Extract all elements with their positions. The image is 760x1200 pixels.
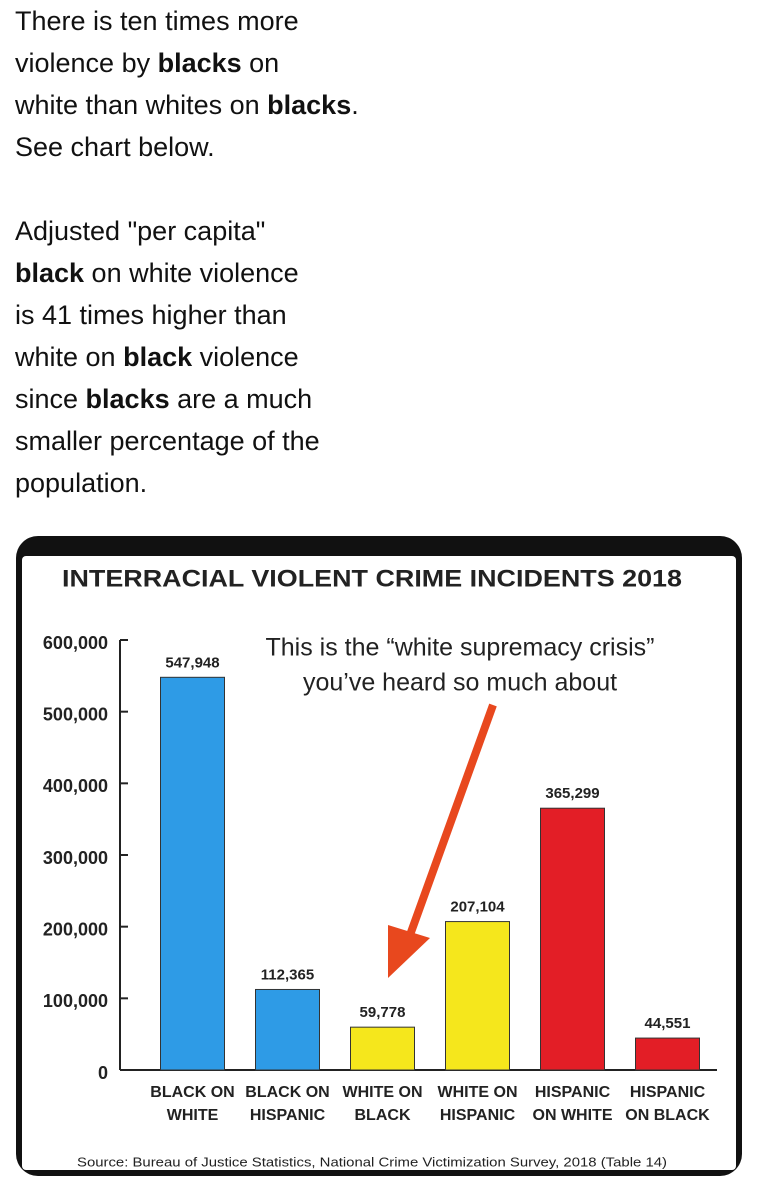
x-tick-label: WHITE bbox=[167, 1107, 219, 1124]
y-tick-label: 100,000 bbox=[43, 991, 108, 1011]
text: since bbox=[15, 384, 86, 414]
y-tick-label: 200,000 bbox=[43, 919, 108, 939]
annotation: This is the “white supremacy crisis” bbox=[266, 634, 655, 662]
bar bbox=[635, 1037, 700, 1071]
text: population. bbox=[15, 468, 148, 498]
value-label: 365,299 bbox=[545, 785, 599, 802]
text: violence by bbox=[15, 48, 158, 78]
bold-text: blacks bbox=[85, 384, 170, 414]
text-line: smaller percentage of the bbox=[15, 420, 359, 462]
bold-text: blacks bbox=[267, 90, 352, 120]
bold-text: black bbox=[15, 258, 85, 288]
bar bbox=[350, 1026, 415, 1071]
x-tick-label: HISPANIC bbox=[250, 1107, 326, 1124]
x-tick-label: ON BLACK bbox=[625, 1107, 710, 1124]
x-tick-label: BLACK ON bbox=[245, 1084, 329, 1101]
text-line: since blacks are a much bbox=[15, 378, 359, 420]
text: on white violence bbox=[84, 258, 299, 288]
text: is 41 times higher than bbox=[15, 300, 287, 330]
text: white than whites on bbox=[15, 90, 268, 120]
text: white on bbox=[15, 342, 124, 372]
bar bbox=[445, 921, 510, 1071]
x-tick-label: HISPANIC bbox=[630, 1084, 706, 1101]
bold-text: black bbox=[123, 342, 193, 372]
text-line: black on white violence bbox=[15, 252, 359, 294]
x-tick-label: BLACK bbox=[355, 1107, 411, 1124]
x-tick-label: WHITE ON bbox=[438, 1084, 518, 1101]
x-tick-label: HISPANIC bbox=[440, 1107, 516, 1124]
x-tick-label: BLACK ON bbox=[150, 1084, 234, 1101]
arrow bbox=[406, 703, 497, 937]
source: Source: Bureau of Justice Statistics, Na… bbox=[77, 1154, 667, 1169]
annotation: you’ve heard so much about bbox=[303, 669, 617, 697]
bold-text: blacks bbox=[157, 48, 242, 78]
value-label: 44,551 bbox=[645, 1015, 691, 1032]
value-label: 207,104 bbox=[450, 899, 505, 916]
x-tick-label: ON WHITE bbox=[533, 1107, 613, 1124]
post-text: There is ten times more violence by black… bbox=[15, 0, 359, 546]
chart-title: INTERRACIAL VIOLENT CRIME INCIDENTS 2018 bbox=[62, 565, 682, 592]
text: on bbox=[241, 48, 280, 78]
text-line: is 41 times higher than bbox=[15, 294, 359, 336]
text-line: violence by blacks on bbox=[15, 42, 359, 84]
text: smaller percentage of the bbox=[15, 426, 320, 456]
bar bbox=[255, 988, 320, 1071]
text-line: There is ten times more bbox=[15, 0, 359, 42]
text-line: population. bbox=[15, 462, 359, 504]
paragraph: Adjusted "per capita" black on white viol… bbox=[15, 210, 359, 504]
x-tick-label: WHITE ON bbox=[343, 1084, 423, 1101]
paragraph: There is ten times more violence by black… bbox=[15, 0, 359, 168]
text: There is ten times more bbox=[15, 6, 299, 36]
text: . bbox=[351, 90, 359, 120]
y-tick-label: 300,000 bbox=[43, 848, 108, 868]
text-line: white on black violence bbox=[15, 336, 359, 378]
text: are a much bbox=[169, 384, 313, 414]
y-tick-label: 0 bbox=[98, 1063, 108, 1083]
text-line: Adjusted "per capita" bbox=[15, 210, 359, 252]
y-tick-label: 600,000 bbox=[43, 633, 108, 653]
text-line: white than whites on blacks. bbox=[15, 84, 359, 126]
value-label: 547,948 bbox=[165, 654, 219, 671]
text: violence bbox=[192, 342, 299, 372]
bar bbox=[540, 807, 605, 1071]
y-tick-label: 500,000 bbox=[43, 704, 108, 724]
value-label: 112,365 bbox=[261, 966, 314, 983]
text: See chart below. bbox=[15, 132, 215, 162]
bar bbox=[160, 676, 225, 1071]
text: Adjusted "per capita" bbox=[15, 216, 266, 246]
x-tick-label: HISPANIC bbox=[535, 1084, 611, 1101]
value-label: 59,778 bbox=[360, 1004, 406, 1021]
y-tick-label: 400,000 bbox=[43, 776, 108, 796]
arrow-head bbox=[388, 925, 430, 978]
text-line: See chart below. bbox=[15, 126, 359, 168]
